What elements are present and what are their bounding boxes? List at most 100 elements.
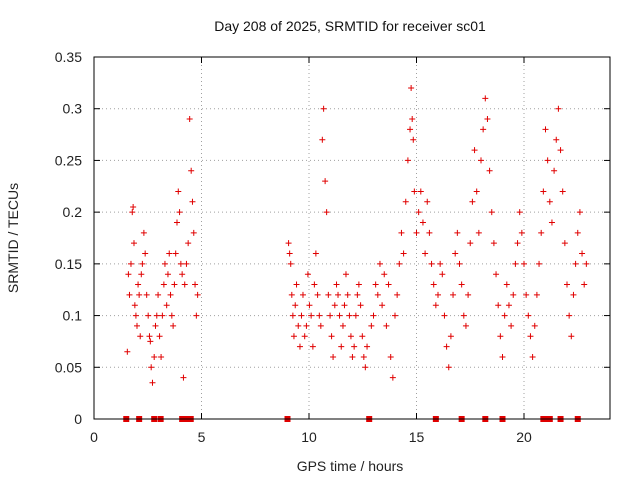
data-point bbox=[518, 229, 525, 236]
data-point bbox=[379, 302, 386, 309]
y-axis-label: SRMTID / TECUs bbox=[5, 183, 21, 293]
data-point bbox=[430, 281, 437, 288]
data-point bbox=[322, 178, 329, 185]
data-point bbox=[304, 271, 311, 278]
data-point bbox=[171, 281, 178, 288]
data-point bbox=[443, 343, 450, 350]
data-point bbox=[419, 219, 426, 226]
data-point bbox=[400, 250, 407, 257]
data-point bbox=[583, 260, 590, 267]
data-point bbox=[338, 343, 345, 350]
data-point bbox=[306, 302, 313, 309]
data-point bbox=[484, 116, 491, 123]
data-point bbox=[372, 281, 379, 288]
data-point bbox=[368, 322, 375, 329]
data-point bbox=[473, 188, 480, 195]
data-point bbox=[316, 312, 323, 319]
data-point bbox=[407, 126, 414, 133]
data-point bbox=[357, 302, 364, 309]
data-point bbox=[398, 229, 405, 236]
data-point bbox=[349, 353, 356, 360]
data-point bbox=[460, 312, 467, 319]
data-point bbox=[408, 85, 415, 92]
data-point bbox=[288, 291, 295, 298]
data-point bbox=[480, 126, 487, 133]
data-point bbox=[183, 260, 190, 267]
data-point bbox=[186, 116, 193, 123]
data-point bbox=[333, 281, 340, 288]
data-point bbox=[296, 343, 303, 350]
plot-frame bbox=[93, 56, 611, 420]
data-point bbox=[153, 312, 160, 319]
data-point bbox=[148, 364, 155, 371]
data-point bbox=[177, 260, 184, 267]
data-point bbox=[159, 312, 166, 319]
data-point bbox=[130, 240, 137, 247]
data-point bbox=[576, 209, 583, 216]
x-tick-label: 5 bbox=[198, 429, 206, 445]
data-point bbox=[452, 250, 459, 257]
data-point bbox=[319, 136, 326, 143]
data-point bbox=[155, 291, 162, 298]
data-point bbox=[503, 281, 510, 288]
data-point bbox=[415, 209, 422, 216]
data-point bbox=[392, 312, 398, 319]
data-point bbox=[295, 322, 302, 329]
data-point bbox=[478, 157, 484, 164]
data-point bbox=[160, 281, 167, 288]
y-tick-label: 0.15 bbox=[55, 256, 82, 272]
data-point bbox=[570, 291, 577, 298]
data-point bbox=[125, 271, 132, 278]
data-point bbox=[290, 333, 297, 340]
data-point bbox=[432, 302, 439, 309]
data-point bbox=[579, 250, 586, 257]
data-point bbox=[458, 281, 465, 288]
data-point bbox=[344, 291, 351, 298]
data-point bbox=[493, 271, 500, 278]
data-point bbox=[132, 312, 139, 319]
data-point bbox=[354, 291, 361, 298]
x-tick-label: 0 bbox=[90, 429, 98, 445]
data-point bbox=[555, 105, 562, 112]
data-point bbox=[170, 322, 177, 329]
data-point bbox=[383, 322, 390, 329]
data-point bbox=[188, 167, 195, 174]
data-point bbox=[437, 260, 444, 267]
data-point bbox=[533, 291, 540, 298]
data-point bbox=[581, 281, 588, 288]
data-point bbox=[521, 260, 527, 267]
data-point bbox=[161, 260, 168, 267]
data-point bbox=[301, 333, 308, 340]
data-point bbox=[347, 333, 354, 340]
data-point bbox=[320, 105, 327, 112]
data-point bbox=[140, 229, 147, 236]
data-point bbox=[166, 250, 173, 257]
data-point bbox=[143, 291, 150, 298]
data-point bbox=[370, 312, 377, 319]
data-point bbox=[180, 374, 187, 381]
data-point bbox=[156, 333, 163, 340]
data-point bbox=[475, 229, 482, 236]
data-point bbox=[540, 188, 547, 195]
data-point bbox=[488, 209, 495, 216]
data-point bbox=[285, 240, 292, 247]
data-point bbox=[189, 198, 196, 205]
data-point bbox=[158, 353, 165, 360]
data-point bbox=[137, 333, 144, 340]
data-point bbox=[531, 322, 538, 329]
data-point bbox=[471, 147, 478, 154]
data-point bbox=[312, 250, 319, 257]
data-point bbox=[441, 312, 448, 319]
data-point bbox=[292, 302, 299, 309]
data-point bbox=[129, 209, 136, 216]
data-point bbox=[527, 333, 534, 340]
data-point bbox=[299, 291, 306, 298]
data-point bbox=[289, 312, 296, 319]
data-point bbox=[409, 116, 416, 123]
data-point bbox=[413, 229, 420, 236]
data-point bbox=[411, 188, 418, 195]
data-point bbox=[422, 250, 429, 257]
data-point bbox=[525, 312, 532, 319]
data-point bbox=[561, 240, 568, 247]
